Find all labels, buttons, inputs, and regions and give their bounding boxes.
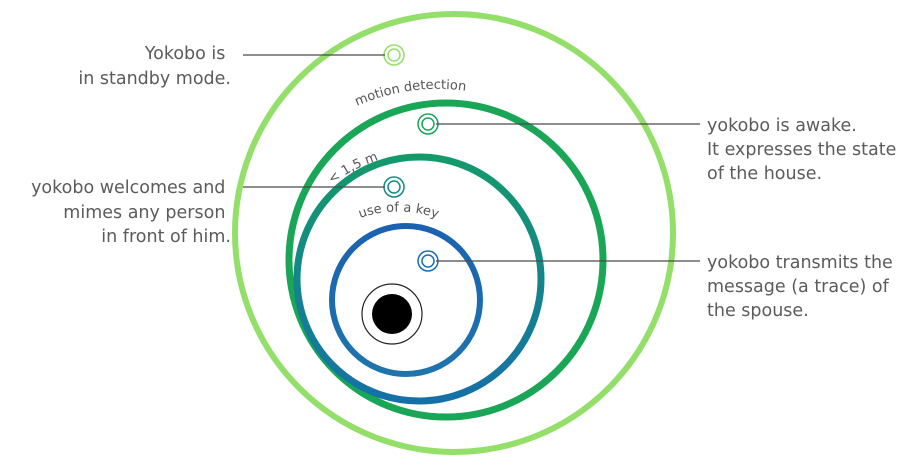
standby-callout: Yokobo is in standby mode. xyxy=(78,44,231,89)
outer-zone-ring xyxy=(232,11,676,455)
transmit-callout: yokobo transmits the message (a trace) o… xyxy=(707,253,898,321)
key-zone-ring xyxy=(329,223,483,377)
near-zone-ring xyxy=(293,153,545,405)
yokobo-outline xyxy=(361,283,423,345)
awake-marker xyxy=(417,113,439,135)
use-of-key-label: use of a key xyxy=(357,200,441,222)
motion-zone-ring xyxy=(285,99,607,421)
awake-callout: yokobo is awake. It expresses the state … xyxy=(707,116,902,184)
standby-marker xyxy=(383,44,405,66)
yokobo-center xyxy=(372,294,412,334)
welcome-callout: yokobo welcomes and mimes any person in … xyxy=(31,178,231,247)
